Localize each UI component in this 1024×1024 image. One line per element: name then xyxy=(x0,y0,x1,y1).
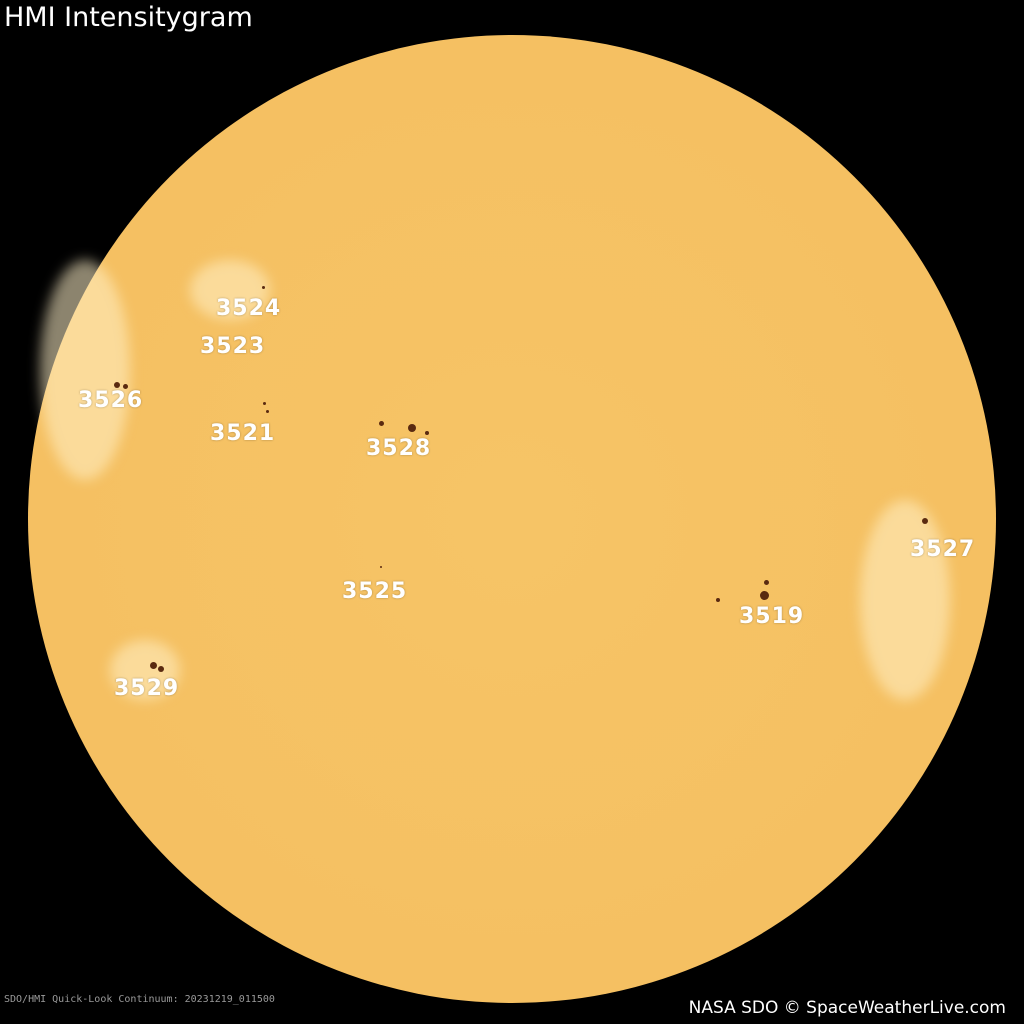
region-label-3526: 3526 xyxy=(78,388,144,413)
facula xyxy=(190,260,270,320)
sunspot xyxy=(150,662,157,669)
region-label-3519: 3519 xyxy=(739,604,805,629)
sunspot xyxy=(380,566,382,568)
sunspot xyxy=(262,286,265,289)
region-label-3527: 3527 xyxy=(910,537,976,562)
solar-disk xyxy=(28,35,996,1003)
facula xyxy=(110,640,180,700)
region-label-3524: 3524 xyxy=(216,296,282,321)
region-label-3528: 3528 xyxy=(366,436,432,461)
region-label-3521: 3521 xyxy=(210,421,276,446)
facula xyxy=(860,500,950,700)
region-label-3529: 3529 xyxy=(114,676,180,701)
sunspot xyxy=(760,591,769,600)
region-label-3525: 3525 xyxy=(342,579,408,604)
sunspot xyxy=(158,666,164,672)
facula xyxy=(40,260,130,480)
credit-text: NASA SDO © SpaceWeatherLive.com xyxy=(688,998,1006,1018)
sunspot xyxy=(922,518,928,524)
sunspot xyxy=(716,598,720,602)
image-title: HMI Intensitygram xyxy=(4,2,253,33)
sunspot xyxy=(123,384,128,389)
sunspot xyxy=(263,402,266,405)
region-label-3523: 3523 xyxy=(200,334,266,359)
sunspot xyxy=(408,424,416,432)
sunspot xyxy=(425,431,429,435)
sunspot xyxy=(764,580,769,585)
sunspot xyxy=(114,382,120,388)
sunspot xyxy=(266,410,269,413)
image-caption: SDO/HMI Quick-Look Continuum: 20231219_0… xyxy=(4,994,275,1005)
sunspot xyxy=(379,421,384,426)
